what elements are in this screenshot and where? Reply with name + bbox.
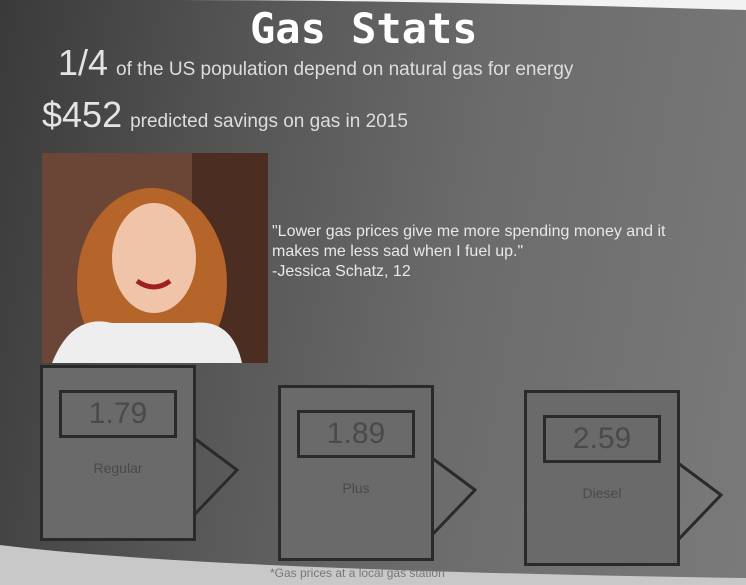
pump-label: Diesel xyxy=(527,485,677,501)
stat-value: 1/4 xyxy=(58,42,108,83)
pump-price: 1.89 xyxy=(297,410,415,458)
pump-label: Regular xyxy=(43,460,193,476)
stat-text: predicted savings on gas in 2015 xyxy=(130,111,408,132)
portrait-photo xyxy=(42,153,268,363)
pump-nozzle xyxy=(430,450,480,540)
page: Gas Stats 1/4of the US population depend… xyxy=(0,0,746,585)
stat-text: of the US population depend on natural g… xyxy=(116,59,573,80)
stat-value: $452 xyxy=(42,94,122,135)
pump-label: Plus xyxy=(281,480,431,496)
footer-caption: *Gas prices at a local gas station xyxy=(270,566,445,580)
stat: $452 predicted savings on gas in 2015 xyxy=(42,94,408,136)
gas-pump: 2.59 Diesel xyxy=(524,390,680,566)
quote-attribution: -Jessica Schatz, 12 xyxy=(272,262,712,282)
quote-text: "Lower gas prices give me more spending … xyxy=(272,222,712,262)
quote: "Lower gas prices give me more spending … xyxy=(272,222,712,282)
pump-price: 1.79 xyxy=(59,390,177,438)
gas-pump: 1.89 Plus xyxy=(278,385,434,561)
pump-price: 2.59 xyxy=(543,415,661,463)
stat: 1/4 of the US population depend on natura… xyxy=(58,42,573,84)
pump-nozzle xyxy=(192,430,242,520)
gas-pump: 1.79 Regular xyxy=(40,365,196,541)
pump-nozzle xyxy=(676,455,726,545)
